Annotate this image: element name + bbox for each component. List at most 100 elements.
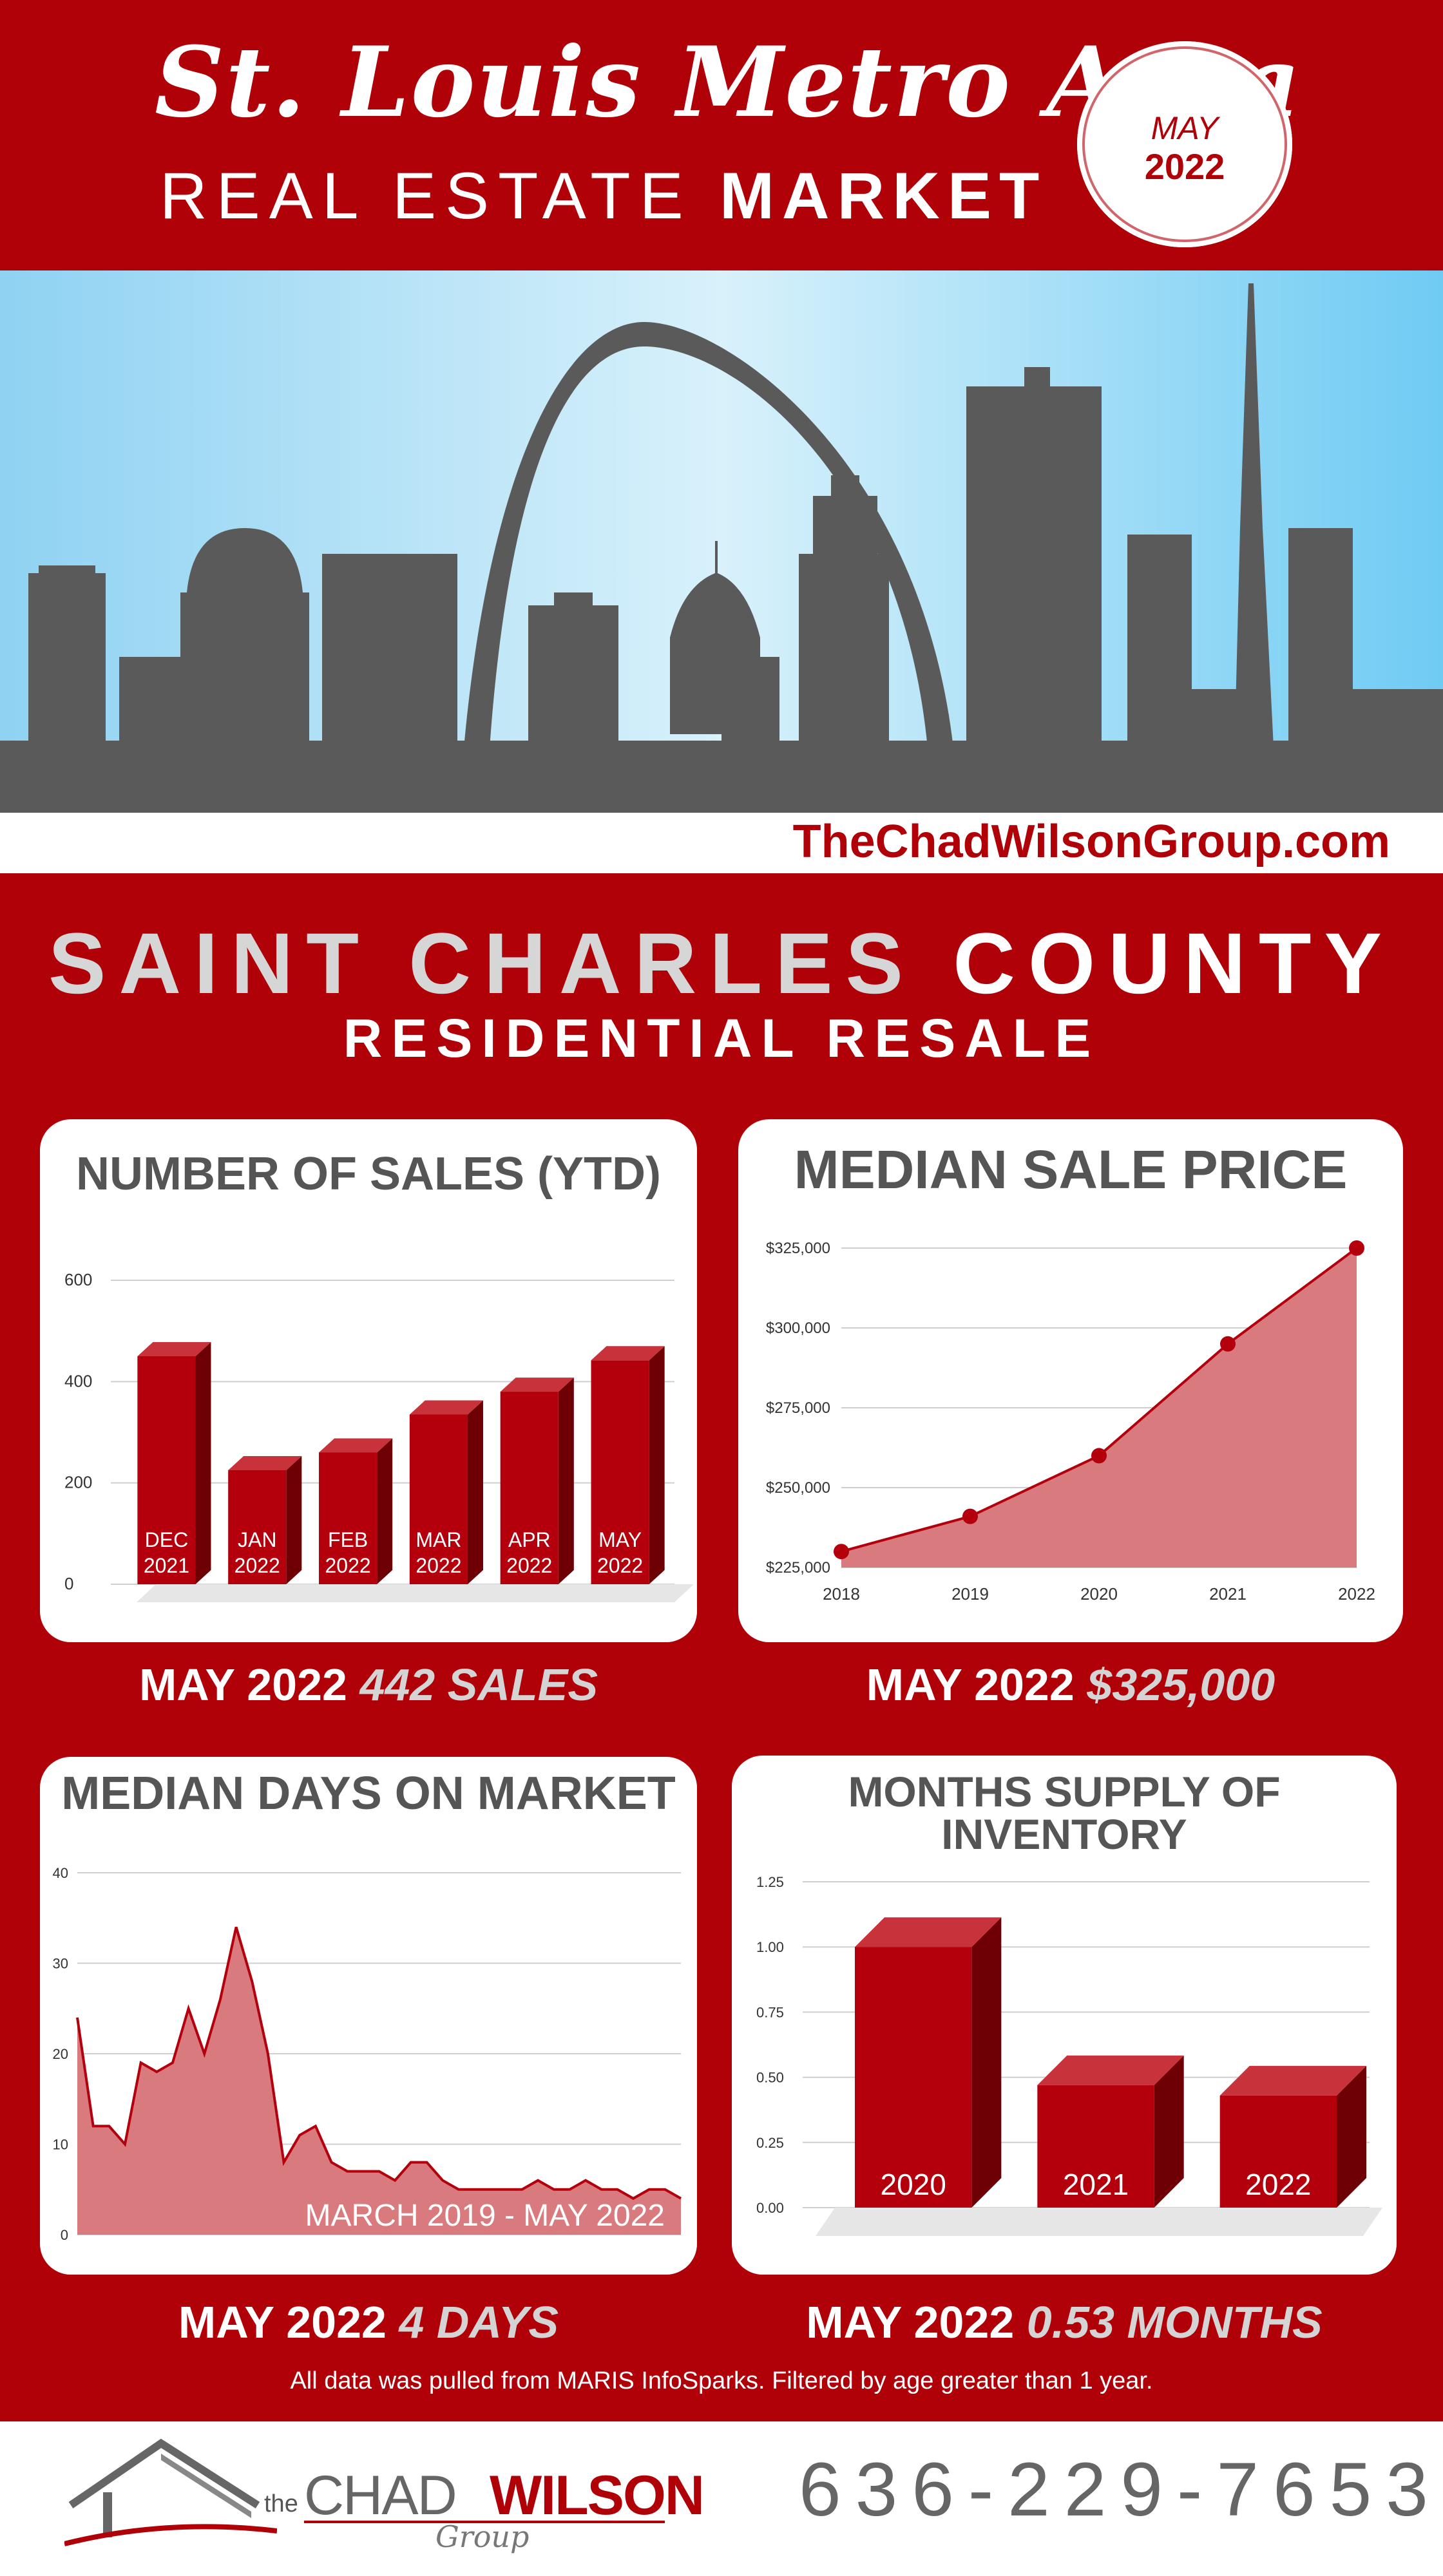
badge-ring [1082,46,1287,242]
dom-ytick-label: 30 [53,1956,68,1972]
sales-bar [137,1356,196,1584]
sales-category-label: 2022 [325,1554,370,1577]
price-area [841,1248,1357,1567]
inventory-floor [816,2208,1382,2236]
inventory-bar [855,1947,972,2208]
sales-bar [319,1452,377,1584]
sales-card: NUMBER OF SALES (YTD) 0 200 400 600 DEC 2021 J… [40,1119,697,1642]
price-xtick-label: 2021 [1209,1584,1247,1604]
sales-category-label: 2022 [416,1554,461,1577]
section-subtitle: RESIDENTIAL RESALE [343,1008,1100,1068]
sales-stat: MAY 2022 442 SALES [40,1659,697,1710]
county-word: COUNTY [953,916,1395,1012]
sales-category-label: MAR [416,1528,461,1551]
price-ytick-label: $250,000 [766,1479,830,1497]
sales-bar-top [228,1456,302,1470]
sales-bar [591,1360,649,1584]
inventory-bar-top [1037,2055,1184,2085]
inventory-card-title-line2: INVENTORY [941,1810,1187,1858]
price-ytick-label: $275,000 [766,1399,830,1417]
sales-bar-side [558,1378,574,1584]
inventory-bar [1037,2085,1154,2208]
price-point [962,1508,978,1524]
badge-month: MAY [1151,110,1219,146]
sales-floor [137,1584,694,1602]
sales-bar [409,1414,468,1584]
dom-stat-label: MAY 2022 [178,2297,387,2347]
main-title: St. Louis Metro Area [155,26,1302,139]
price-card-title: MEDIAN SALE PRICE [794,1139,1348,1200]
sales-bar-side [377,1438,393,1584]
inventory-ytick-label: 0.25 [756,2135,784,2151]
date-badge: MAY 2022 [1077,41,1292,247]
sales-ytick-label: 600 [64,1270,92,1289]
dom-stat: MAY 2022 4 DAYS [40,2297,697,2348]
sales-stat-label: MAY 2022 [139,1660,347,1710]
inventory-category-label: 2022 [1245,2168,1311,2201]
sales-bar-top [591,1346,665,1361]
title-sub-bold: MARKET [719,159,1047,232]
sales-category-label: 2021 [144,1554,189,1577]
price-xtick-label: 2018 [823,1584,860,1604]
dom-card-title: MEDIAN DAYS ON MARKET [61,1768,676,1819]
data-disclaimer: All data was pulled from MARIS InfoSpark… [290,2367,1153,2394]
sales-category-label: 2022 [234,1554,280,1577]
sales-bar [228,1470,287,1584]
inventory-ytick-label: 0.50 [756,2070,784,2086]
price-ytick-label: $225,000 [766,1559,830,1577]
sales-category-label: 2022 [597,1554,643,1577]
skyline-illustration [0,270,1443,813]
price-point [834,1544,849,1560]
inventory-card-title-line1: MONTHS SUPPLY OF [848,1768,1281,1815]
dom-ytick-label: 10 [53,2137,68,2153]
sales-ytick-label: 0 [64,1574,73,1593]
website-link[interactable]: TheChadWilsonGroup.com [792,816,1390,867]
inventory-stat-label: MAY 2022 [806,2297,1015,2347]
inventory-stat: MAY 2022 0.53 MONTHS [732,2297,1397,2348]
sales-ytick-label: 400 [64,1371,92,1390]
dom-ytick-label: 40 [53,1865,68,1881]
skyline-silhouette [0,283,1443,813]
title-subline: REAL ESTATE MARKET [160,158,1047,234]
county-title: SAINT CHARLES COUNTY [0,914,1443,1013]
logo-chad: CHAD [304,2465,457,2526]
price-area-chart: $225,000 $250,000 $275,000 $300,000 $325,000… [766,1240,1375,1604]
dom-line [76,1926,682,2201]
inventory-card: MONTHS SUPPLY OF INVENTORY 0.00 0.25 0.50 0… [732,1756,1397,2275]
dom-ytick-label: 20 [53,2046,68,2062]
house-roof [68,2438,260,2509]
dom-area-chart: 0 10 20 30 40 MARCH 2019 - MAY 2022 [53,1865,682,2243]
phone-number[interactable]: 636-229-7653 [799,2447,1442,2532]
price-xtick-label: 2022 [1338,1584,1375,1604]
badge-year: 2022 [1144,146,1225,187]
price-xtick-label: 2020 [1080,1584,1118,1604]
sales-bar-top [409,1400,483,1415]
inventory-bar-top [855,1917,1002,1947]
inventory-ytick-label: 1.00 [756,1939,784,1955]
price-point [1349,1240,1364,1256]
inventory-bar-side [1154,2055,1184,2208]
title-sub-light: REAL ESTATE [160,159,693,232]
website-band [0,813,1443,873]
logo-underline [304,2521,665,2523]
house-roof-fill [161,2454,251,2518]
price-stat-value: $325,000 [1087,1660,1276,1710]
inventory-bar-chart: 0.00 0.25 0.50 0.75 1.00 1.25 2020 2021 2022 [756,1874,1382,2236]
inventory-bar-side [971,1917,1002,2208]
sales-bar-chart: 0 200 400 600 DEC 2021 JAN 2022 FEB 2022 MAR 2022 AP… [64,1270,694,1602]
sales-bar-side [649,1346,665,1584]
sales-category-label: FEB [328,1528,368,1551]
inventory-ytick-label: 0.00 [756,2200,784,2216]
sales-category-label: MAY [598,1528,642,1551]
county-name: SAINT CHARLES [48,916,916,1012]
inventory-ytick-label: 1.25 [756,1874,784,1890]
price-ytick-label: $300,000 [766,1320,830,1337]
price-xtick-label: 2019 [951,1584,989,1604]
price-stat: MAY 2022 $325,000 [738,1659,1403,1710]
price-point [1091,1448,1107,1464]
inventory-category-label: 2021 [1063,2168,1129,2201]
logo-group: Group [435,2519,530,2554]
sales-bar-top [137,1342,211,1356]
dom-ytick-label: 0 [61,2227,68,2243]
sales-stat-value: 442 SALES [359,1660,598,1710]
